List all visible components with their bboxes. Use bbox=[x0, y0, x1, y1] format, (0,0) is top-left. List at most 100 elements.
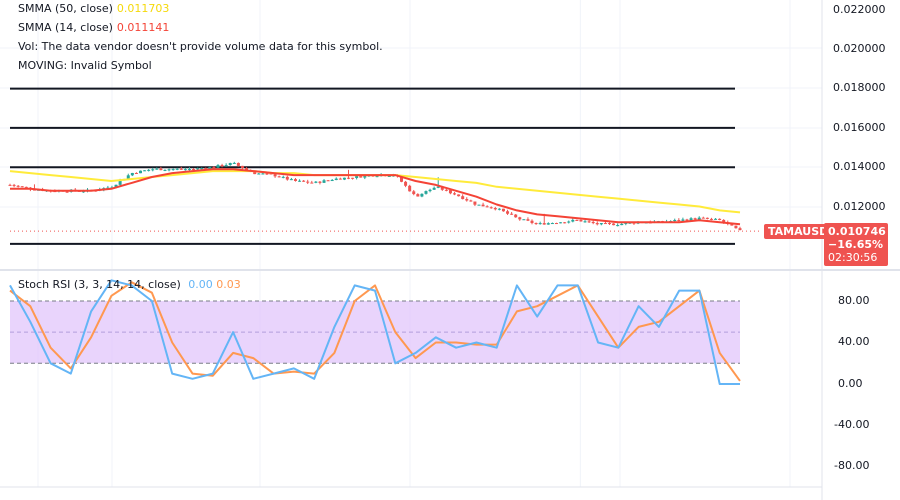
candle-body bbox=[722, 219, 726, 223]
candle-body bbox=[559, 222, 563, 224]
candle-body bbox=[575, 219, 579, 221]
candle-body bbox=[550, 223, 554, 225]
candle-body bbox=[591, 221, 595, 224]
candle-body bbox=[216, 165, 220, 168]
candle-body bbox=[196, 168, 200, 170]
candle-body bbox=[143, 170, 147, 172]
smma50-line bbox=[9, 170, 741, 214]
bar-countdown: 02:30:56 bbox=[828, 251, 878, 264]
candle-body bbox=[12, 184, 16, 186]
candle-body bbox=[232, 162, 236, 164]
candle-body bbox=[16, 185, 20, 187]
candle-body bbox=[8, 184, 12, 186]
candle-body bbox=[697, 217, 701, 220]
candle-body bbox=[330, 180, 334, 182]
candle-body bbox=[522, 219, 526, 221]
candle-body bbox=[298, 180, 302, 182]
candle-body bbox=[240, 165, 244, 169]
candle-body bbox=[526, 219, 530, 221]
candle-body bbox=[65, 191, 69, 193]
candle-body bbox=[363, 175, 367, 178]
candle-body bbox=[493, 207, 497, 210]
candle-body bbox=[277, 176, 281, 178]
candle-body bbox=[208, 167, 212, 169]
candle-body bbox=[159, 168, 163, 171]
candle-body bbox=[24, 186, 28, 188]
candle-body bbox=[534, 223, 538, 225]
candle-body bbox=[338, 178, 342, 180]
candle-body bbox=[273, 174, 277, 177]
candle-body bbox=[400, 176, 404, 182]
candle-body bbox=[709, 218, 713, 220]
candle-body bbox=[293, 179, 297, 181]
candle-body bbox=[334, 178, 338, 181]
candle-body bbox=[567, 221, 571, 223]
candle-body bbox=[477, 204, 481, 206]
smma50-label: SMMA (50, close) bbox=[18, 2, 113, 15]
candle-body bbox=[261, 173, 265, 175]
candle-body bbox=[718, 218, 722, 220]
candle-body bbox=[701, 217, 705, 219]
candle-body bbox=[603, 223, 607, 225]
stoch-k-value: 0.00 bbox=[188, 278, 213, 291]
vol-message: Vol: The data vendor doesn't provide vol… bbox=[18, 40, 383, 53]
candle-body bbox=[489, 207, 493, 209]
candle-body bbox=[126, 175, 130, 179]
candle-body bbox=[139, 170, 143, 174]
candle-body bbox=[245, 168, 249, 170]
stoch-k-line bbox=[9, 279, 740, 385]
candle-body bbox=[457, 194, 461, 197]
candle-body bbox=[289, 179, 293, 181]
candle-body bbox=[677, 219, 681, 221]
smma50-value: 0.011703 bbox=[116, 2, 170, 15]
candle-body bbox=[673, 219, 677, 222]
candle-body bbox=[563, 222, 567, 224]
candle-body bbox=[624, 222, 628, 224]
price-tick: 0.012000 bbox=[833, 200, 886, 213]
candle-body bbox=[616, 225, 620, 227]
candle-body bbox=[554, 223, 558, 225]
last-price: 0.010746 bbox=[828, 225, 886, 238]
candle-body bbox=[420, 193, 424, 197]
candle-body bbox=[481, 204, 485, 207]
candle-body bbox=[269, 173, 273, 175]
candle-body bbox=[485, 206, 489, 208]
stoch-tick: 0.00 bbox=[838, 377, 863, 390]
last-price-tag: 0.010746 −16.65% 02:30:56 bbox=[824, 223, 888, 266]
candle-body bbox=[253, 172, 257, 175]
stoch-pane bbox=[9, 279, 741, 385]
candle-body bbox=[314, 181, 318, 183]
stoch-legend: Stoch RSI (3, 3, 14, 14, close) 0.00 0.0… bbox=[18, 275, 241, 294]
candle-body bbox=[106, 187, 110, 189]
candle-body bbox=[285, 176, 289, 180]
candle-body bbox=[114, 184, 118, 188]
candle-body bbox=[416, 194, 420, 197]
stoch-label: Stoch RSI (3, 3, 14, 14, close) bbox=[18, 278, 181, 291]
horizontal-levels[interactable] bbox=[10, 87, 760, 245]
candle-body bbox=[151, 169, 155, 171]
price-tick: 0.022000 bbox=[833, 3, 886, 16]
candle-body bbox=[81, 191, 85, 193]
candle-body bbox=[302, 180, 306, 182]
candle-body bbox=[436, 186, 440, 188]
candle-body bbox=[192, 169, 196, 171]
candle-body bbox=[412, 191, 416, 195]
candle-body bbox=[163, 169, 167, 171]
candle-body bbox=[404, 181, 408, 186]
candle-body bbox=[187, 169, 191, 171]
stoch-tick: 80.00 bbox=[838, 294, 870, 307]
candle-body bbox=[432, 187, 436, 190]
candle-body bbox=[587, 221, 591, 223]
candle-body bbox=[118, 180, 122, 185]
candle-body bbox=[705, 217, 709, 219]
candle-body bbox=[453, 193, 457, 195]
candle-body bbox=[387, 175, 391, 177]
stoch-d-value: 0.03 bbox=[216, 278, 241, 291]
candle-body bbox=[200, 168, 204, 170]
candle-body bbox=[212, 167, 216, 169]
candle-body bbox=[326, 180, 330, 182]
candle-body bbox=[506, 211, 510, 214]
stoch-tick: -80.00 bbox=[834, 459, 870, 472]
candle-body bbox=[257, 173, 261, 175]
